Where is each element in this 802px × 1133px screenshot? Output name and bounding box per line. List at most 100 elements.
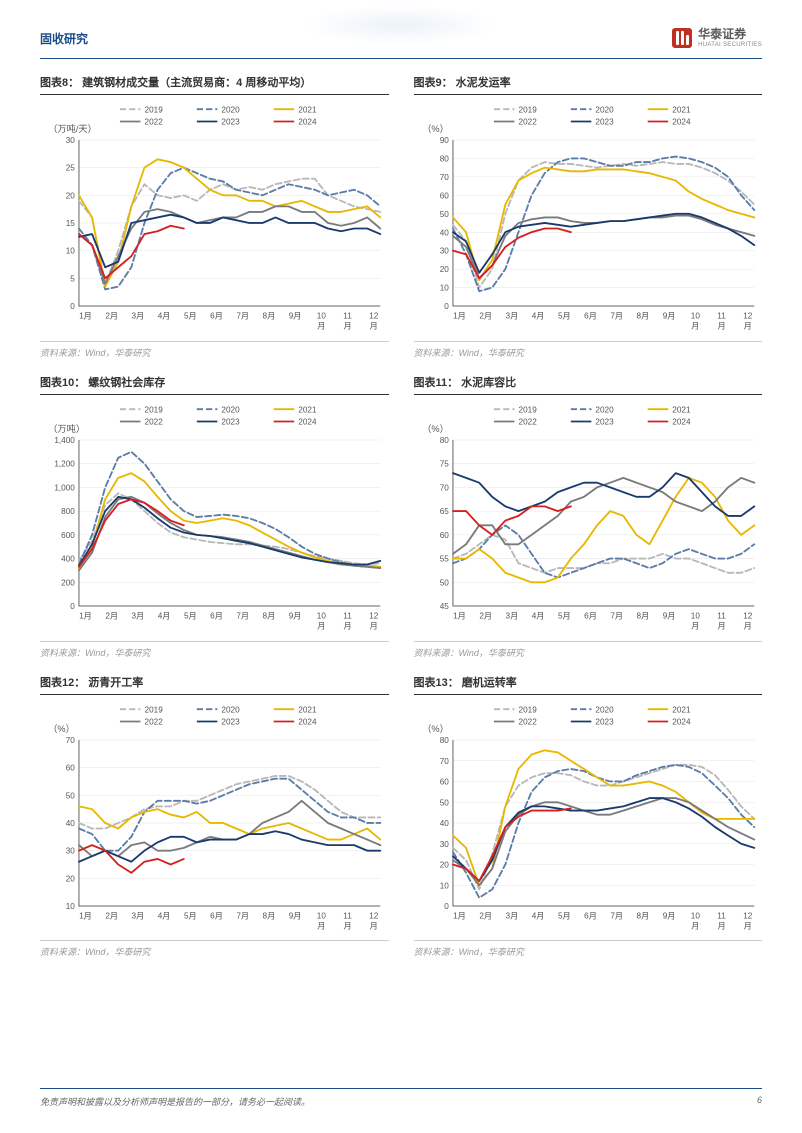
svg-text:8月: 8月: [263, 911, 276, 920]
svg-text:3月: 3月: [505, 911, 518, 920]
chart-svg: 0510152025301月2月3月4月5月6月7月8月9月月10月11月12（…: [40, 101, 389, 337]
svg-text:（%）: （%）: [422, 424, 449, 434]
svg-text:2020: 2020: [221, 405, 240, 414]
svg-text:月: 月: [743, 322, 751, 331]
svg-text:80: 80: [439, 736, 449, 745]
svg-text:0: 0: [70, 602, 75, 611]
chart-title: 图表11： 水泥库容比: [414, 374, 763, 395]
svg-text:8月: 8月: [636, 611, 649, 620]
svg-text:8月: 8月: [263, 311, 276, 320]
svg-text:0: 0: [444, 302, 449, 311]
svg-text:月: 月: [717, 322, 725, 331]
svg-text:月: 月: [317, 621, 325, 630]
svg-text:1月: 1月: [453, 611, 466, 620]
chart-svg: 010203040506070801月2月3月4月5月6月7月8月9月月10月1…: [414, 701, 763, 937]
svg-text:月: 月: [743, 921, 751, 930]
svg-text:7月: 7月: [610, 911, 623, 920]
svg-text:9月: 9月: [662, 311, 675, 320]
svg-text:80: 80: [439, 436, 449, 445]
company-logo: 华泰证券 HUATAI SECURITIES: [670, 26, 762, 50]
logo-text-cn: 华泰证券: [698, 28, 762, 41]
chart-c12: 图表12： 沥青开工率102030405060701月2月3月4月5月6月7月8…: [40, 674, 389, 959]
svg-text:4月: 4月: [158, 311, 171, 320]
svg-text:（%）: （%）: [422, 124, 449, 134]
chart-source: 资料来源：Wind，华泰研究: [414, 341, 763, 359]
svg-text:2月: 2月: [479, 311, 492, 320]
svg-text:3月: 3月: [132, 611, 145, 620]
svg-text:11: 11: [343, 611, 352, 620]
svg-text:0: 0: [444, 902, 449, 911]
svg-text:12: 12: [743, 911, 753, 920]
svg-text:月: 月: [691, 921, 699, 930]
svg-text:2月: 2月: [105, 611, 118, 620]
svg-text:60: 60: [439, 191, 449, 200]
chart-title: 图表12： 沥青开工率: [40, 674, 389, 695]
svg-text:6月: 6月: [210, 611, 223, 620]
chart-title: 图表10： 螺纹钢社会库存: [40, 374, 389, 395]
svg-text:月: 月: [343, 621, 351, 630]
svg-text:月: 月: [717, 921, 725, 930]
svg-text:1月: 1月: [79, 911, 92, 920]
svg-text:70: 70: [439, 483, 449, 492]
svg-text:7月: 7月: [610, 311, 623, 320]
chart-source: 资料来源：Wind，华泰研究: [40, 341, 389, 359]
svg-text:600: 600: [61, 531, 75, 540]
svg-text:90: 90: [439, 136, 449, 145]
svg-text:5: 5: [70, 274, 75, 283]
svg-text:800: 800: [61, 507, 75, 516]
svg-text:30: 30: [439, 839, 449, 848]
svg-text:3月: 3月: [132, 911, 145, 920]
svg-text:5月: 5月: [184, 911, 197, 920]
svg-text:2023: 2023: [221, 717, 240, 726]
svg-text:月: 月: [691, 322, 699, 331]
svg-text:2023: 2023: [221, 417, 240, 426]
svg-text:40: 40: [66, 819, 76, 828]
svg-text:12: 12: [369, 911, 379, 920]
chart-c8: 图表8： 建筑钢材成交量（主流贸易商：4 周移动平均）0510152025301…: [40, 74, 389, 359]
svg-text:10: 10: [439, 284, 449, 293]
chart-svg: 02004006008001,0001,2001,4001月2月3月4月5月6月…: [40, 401, 389, 637]
svg-text:3月: 3月: [132, 311, 145, 320]
chart-source: 资料来源：Wind，华泰研究: [40, 940, 389, 958]
svg-text:月: 月: [343, 921, 351, 930]
svg-text:45: 45: [439, 602, 449, 611]
chart-title: 图表8： 建筑钢材成交量（主流贸易商：4 周移动平均）: [40, 74, 389, 95]
svg-text:5月: 5月: [557, 911, 570, 920]
svg-text:0: 0: [70, 302, 75, 311]
svg-text:月: 月: [370, 621, 378, 630]
svg-text:9月: 9月: [662, 911, 675, 920]
svg-text:2022: 2022: [145, 118, 164, 127]
svg-text:2024: 2024: [672, 118, 691, 127]
svg-text:40: 40: [439, 819, 449, 828]
svg-text:2022: 2022: [518, 118, 537, 127]
svg-text:2019: 2019: [518, 405, 537, 414]
chart-c10: 图表10： 螺纹钢社会库存02004006008001,0001,2001,40…: [40, 374, 389, 659]
chart-title: 图表9： 水泥发运率: [414, 74, 763, 95]
svg-text:2024: 2024: [298, 118, 317, 127]
svg-text:月: 月: [743, 621, 751, 630]
svg-text:50: 50: [439, 578, 449, 587]
svg-text:10: 10: [317, 911, 327, 920]
svg-text:30: 30: [66, 136, 76, 145]
svg-text:12: 12: [369, 611, 379, 620]
svg-text:2022: 2022: [518, 417, 537, 426]
svg-text:2020: 2020: [221, 105, 240, 114]
svg-text:2020: 2020: [221, 705, 240, 714]
charts-grid: 图表8： 建筑钢材成交量（主流贸易商：4 周移动平均）0510152025301…: [40, 74, 762, 958]
svg-text:2020: 2020: [595, 405, 614, 414]
page-footer: 免责声明和披露以及分析师声明是报告的一部分，请务必一起阅读。 6: [40, 1088, 762, 1108]
svg-text:70: 70: [66, 736, 76, 745]
svg-text:11: 11: [717, 911, 726, 920]
svg-text:12: 12: [369, 311, 379, 320]
svg-text:10: 10: [690, 911, 700, 920]
svg-text:9月: 9月: [289, 311, 302, 320]
page-header: 固收研究 华泰证券 HUATAI SECURITIES: [40, 20, 762, 59]
svg-text:2019: 2019: [145, 705, 164, 714]
svg-text:20: 20: [66, 874, 76, 883]
svg-text:（%）: （%）: [48, 723, 75, 733]
svg-text:10: 10: [66, 247, 76, 256]
svg-text:2021: 2021: [298, 705, 317, 714]
svg-text:10: 10: [66, 902, 76, 911]
chart-source: 资料来源：Wind，华泰研究: [414, 641, 763, 659]
svg-text:月: 月: [370, 921, 378, 930]
